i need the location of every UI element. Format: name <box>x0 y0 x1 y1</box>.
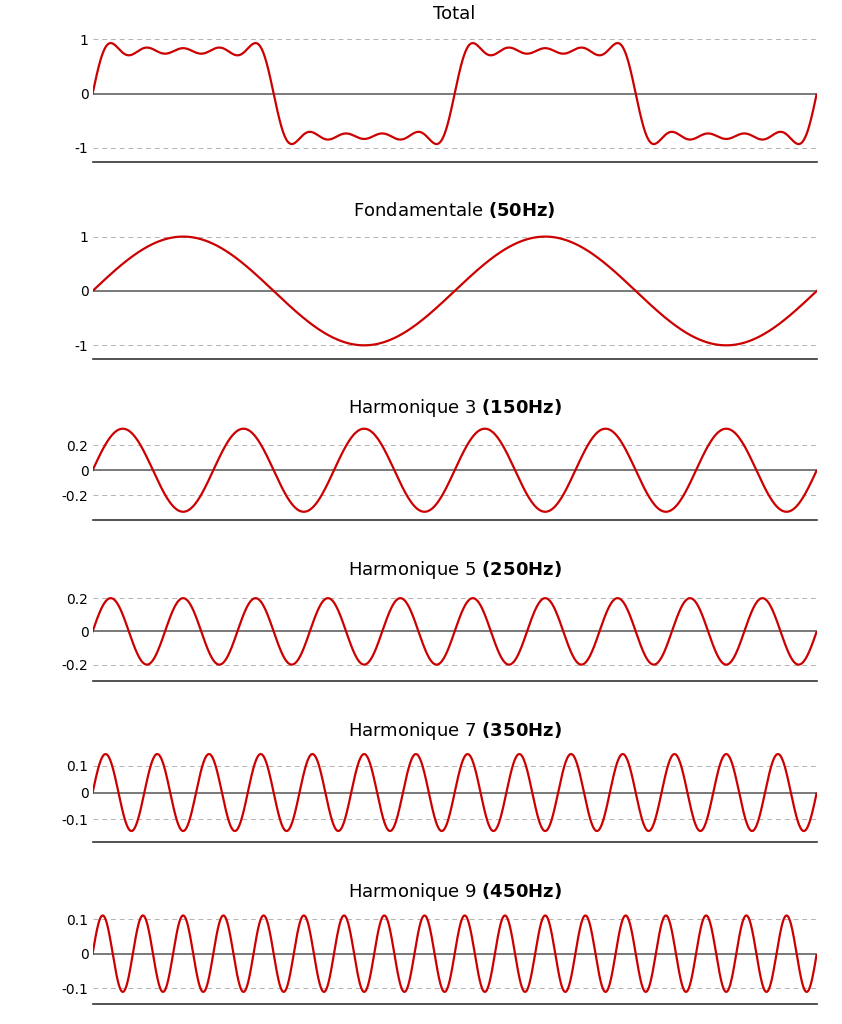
Title: Total: Total <box>434 5 476 23</box>
Title: Harmonique 3 $\bf{(150Hz)}$: Harmonique 3 $\bf{(150Hz)}$ <box>348 397 562 420</box>
Title: Harmonique 9 $\bf{(450Hz)}$: Harmonique 9 $\bf{(450Hz)}$ <box>348 881 562 903</box>
Title: Harmonique 5 $\bf{(250Hz)}$: Harmonique 5 $\bf{(250Hz)}$ <box>348 559 562 581</box>
Title: Harmonique 7 $\bf{(350Hz)}$: Harmonique 7 $\bf{(350Hz)}$ <box>348 720 562 741</box>
Title: Fondamentale $\bf{(50Hz)}$: Fondamentale $\bf{(50Hz)}$ <box>354 200 556 220</box>
